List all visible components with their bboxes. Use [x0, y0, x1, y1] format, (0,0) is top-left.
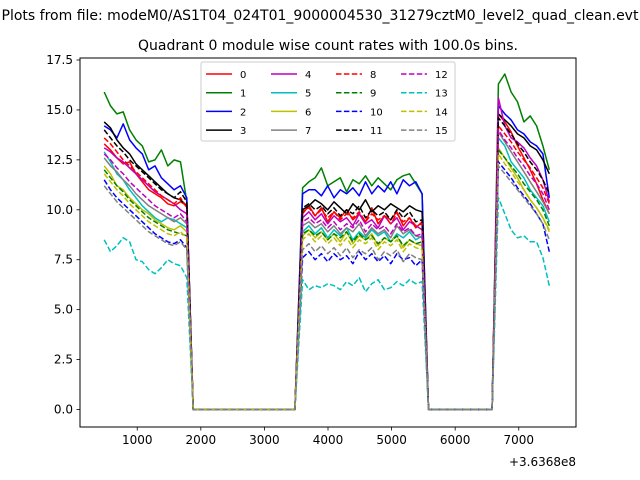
y-tick-label: 12.5 [46, 153, 73, 167]
legend-frame [200, 61, 456, 142]
legend-label-1: 1 [240, 89, 246, 100]
chart-title: Quadrant 0 module wise count rates with … [138, 38, 518, 54]
legend-label-0: 0 [240, 70, 246, 81]
y-axis: 0.0 2.5 5.0 7.5 10.0 12.5 15.0 17.5 [46, 53, 80, 417]
x-tick-label: 4000 [313, 433, 344, 447]
x-tick-label: 5000 [376, 433, 407, 447]
y-tick-label: 17.5 [46, 53, 73, 67]
series-line-9 [103, 149, 550, 411]
series-line-7 [103, 131, 550, 411]
series-line-8 [103, 125, 550, 411]
y-tick-label: 2.5 [54, 353, 73, 367]
x-tick-label: 2000 [186, 433, 217, 447]
legend-label-7: 7 [305, 126, 311, 137]
figure-suptitle: Plots from file: modeM0/AS1T04_024T01_90… [2, 8, 639, 24]
y-tick-label: 5.0 [54, 303, 73, 317]
legend-label-3: 3 [240, 126, 246, 137]
series-line-12 [103, 129, 550, 411]
series-line-14 [103, 153, 550, 411]
legend-label-9: 9 [370, 89, 376, 100]
x-axis: 1000 2000 3000 4000 5000 6000 7000 [122, 427, 534, 447]
y-tick-label: 10.0 [46, 203, 73, 217]
series-line-4 [103, 97, 551, 411]
series-line-1 [103, 73, 551, 411]
legend-label-5: 5 [305, 89, 311, 100]
legend-label-10: 10 [370, 107, 383, 118]
legend-label-11: 11 [370, 126, 383, 137]
legend-label-13: 13 [435, 89, 448, 100]
x-offset-label: +3.6368e8 [509, 455, 576, 469]
legend-label-15: 15 [435, 126, 448, 137]
x-tick-label: 3000 [249, 433, 280, 447]
x-tick-label: 1000 [122, 433, 153, 447]
x-tick-label: 7000 [503, 433, 534, 447]
y-tick-label: 7.5 [54, 253, 73, 267]
legend-label-2: 2 [240, 107, 246, 118]
series-layer [103, 73, 551, 411]
series-line-11 [103, 117, 550, 411]
series-line-10 [103, 161, 551, 411]
y-tick-label: 15.0 [46, 103, 73, 117]
series-line-13 [103, 197, 551, 411]
plot-frame [79, 57, 577, 428]
legend-label-8: 8 [370, 70, 376, 81]
legend-label-4: 4 [305, 70, 311, 81]
x-tick-label: 6000 [440, 433, 471, 447]
y-tick-label: 0.0 [54, 403, 73, 417]
legend-label-12: 12 [435, 70, 448, 81]
legend-label-6: 6 [305, 107, 311, 118]
legend-label-14: 14 [435, 107, 448, 118]
